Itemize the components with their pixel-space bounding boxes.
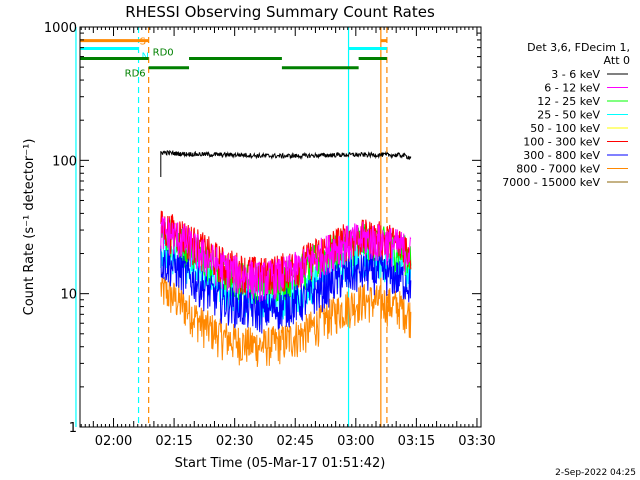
generation-timestamp: 2-Sep-2022 04:25: [555, 468, 636, 478]
legend-label-9: 7000 - 15000 keV: [502, 176, 600, 189]
legend-header-line-1: Det 3,6, FDecim 1,: [527, 41, 630, 54]
x-axis-label: Start Time (05-Mar-17 01:51:42): [175, 456, 386, 471]
y-tick-label-10: 10: [60, 288, 77, 303]
y-axis-label: Count Rate (s⁻¹ detector⁻¹): [22, 139, 37, 316]
x-tick-label-0230: 02:30: [216, 434, 253, 449]
y-tick-label-100: 100: [52, 154, 77, 169]
x-tick-label-0330: 03:30: [458, 434, 495, 449]
legend-label-1: 3 - 6 keV: [551, 68, 600, 81]
legend-label-7: 300 - 800 keV: [523, 149, 600, 162]
legend-label-6: 100 - 300 keV: [523, 136, 600, 149]
state-label-rd0: RD0: [153, 48, 174, 59]
x-tick-label-0245: 02:45: [277, 434, 314, 449]
x-tick-label-0315: 03:15: [398, 434, 435, 449]
x-tick-label-0200: 02:00: [95, 434, 132, 449]
legend-header-line-2: Att 0: [604, 54, 630, 67]
series-line-800-to-7000keV: [160, 272, 412, 367]
axes: 1 10 100 1000 02:00 02:15 02:30 02:45 03:00 03:15…: [44, 21, 496, 449]
series-line-300-to-800keV: [160, 245, 412, 334]
plot-frame: [79, 26, 482, 428]
chart-title: RHESSI Observing Summary Count Rates: [125, 3, 435, 21]
y-tick-label-1: 1: [69, 421, 77, 436]
legend-label-2: 6 - 12 keV: [544, 82, 600, 95]
series-line-6-to-12keV: [160, 215, 412, 302]
plot-area: SN RD0 RD6: [75, 27, 412, 427]
x-tick-label-0300: 03:00: [337, 434, 374, 449]
legend-label-8: 800 - 7000 keV: [516, 163, 600, 176]
x-tick-label-0215: 02:15: [155, 434, 192, 449]
state-label-rd6: RD6: [125, 69, 146, 80]
state-label-n: N: [142, 51, 149, 62]
legend-label-5: 50 - 100 keV: [530, 122, 600, 135]
legend-label-3: 12 - 25 keV: [537, 95, 600, 108]
state-label-s: S: [140, 37, 146, 48]
series-line-3-to-6keV: [160, 149, 412, 177]
y-tick-label-1000: 1000: [44, 21, 77, 36]
legend-label-4: 25 - 50 keV: [537, 109, 600, 122]
